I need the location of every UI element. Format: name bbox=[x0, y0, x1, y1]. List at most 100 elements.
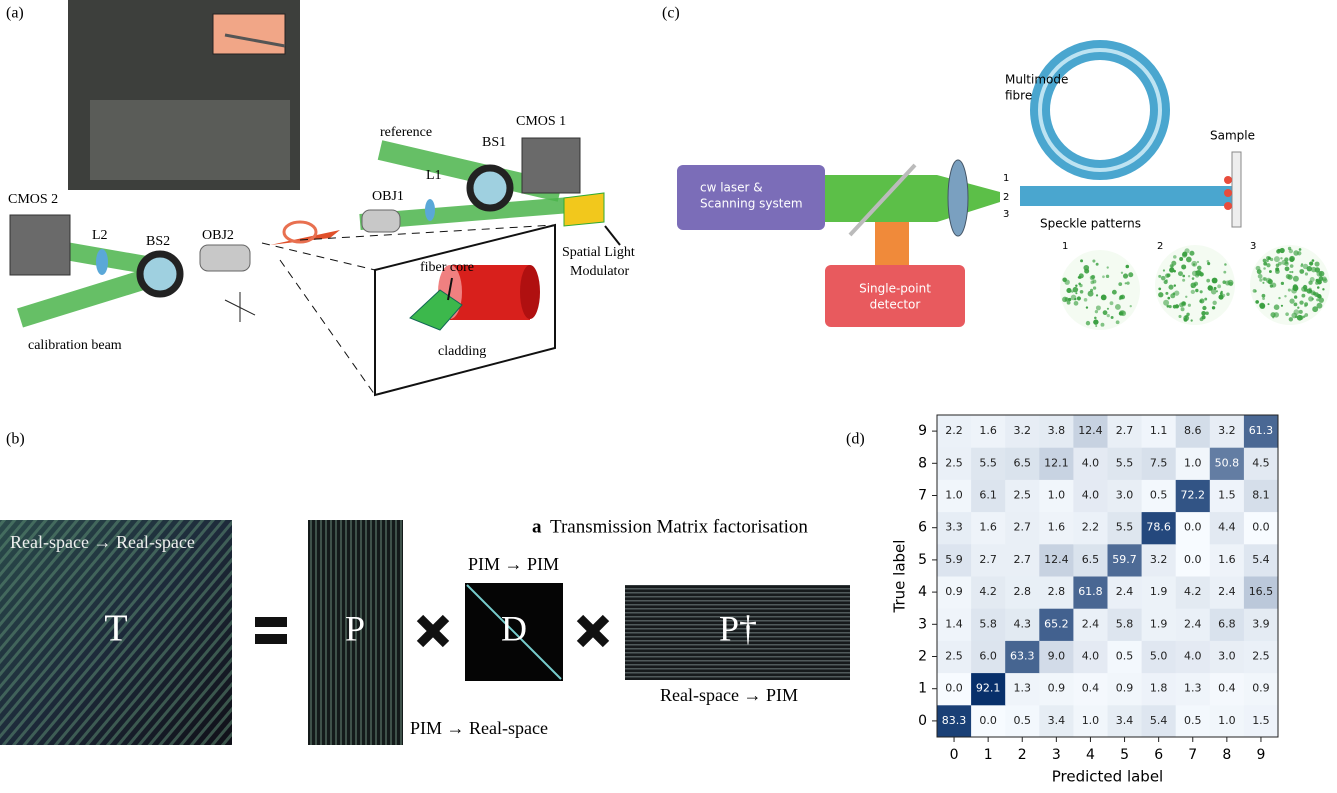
cell-label: 2.7 bbox=[1116, 424, 1134, 437]
speckle bbox=[1315, 262, 1320, 267]
speckle bbox=[1217, 284, 1221, 288]
photo-inset bbox=[213, 14, 285, 54]
cell-label: 4.4 bbox=[1218, 521, 1236, 534]
speckle bbox=[1086, 321, 1090, 325]
speckle bbox=[1095, 310, 1098, 313]
cell-label: 4.0 bbox=[1184, 650, 1202, 663]
speckle bbox=[1106, 275, 1109, 278]
speckle bbox=[1278, 262, 1282, 266]
speckle bbox=[1310, 277, 1315, 282]
speckle bbox=[1170, 264, 1174, 268]
cell-label: 1.0 bbox=[1048, 489, 1066, 502]
cell-label: 3.2 bbox=[1014, 424, 1032, 437]
speckle bbox=[1260, 303, 1266, 309]
speckle bbox=[1107, 314, 1110, 317]
port: 3 bbox=[1003, 209, 1009, 220]
speckle bbox=[1121, 272, 1123, 274]
cell-label: 5.5 bbox=[1116, 521, 1134, 534]
speckle bbox=[1316, 298, 1319, 301]
speckle-label: Speckle patterns bbox=[1040, 217, 1141, 231]
speckle bbox=[1297, 315, 1303, 321]
heading-letter: a bbox=[532, 516, 542, 537]
cell-label: 0.0 bbox=[1184, 553, 1202, 566]
sample-label: Sample bbox=[1210, 129, 1255, 143]
speckle bbox=[1269, 270, 1272, 273]
speckle bbox=[1288, 247, 1291, 250]
cell-label: 1.0 bbox=[945, 489, 963, 502]
speckle bbox=[1223, 271, 1226, 274]
speckle bbox=[1270, 258, 1273, 261]
label: fiber core bbox=[420, 260, 474, 275]
speckle bbox=[1107, 308, 1109, 310]
cell-label: 0.0 bbox=[1252, 521, 1270, 534]
cell-label: 8.1 bbox=[1252, 489, 1270, 502]
speckle bbox=[1197, 261, 1199, 263]
cell-label: 2.4 bbox=[1218, 585, 1236, 598]
speckle bbox=[1168, 285, 1173, 290]
speckle bbox=[1221, 291, 1223, 293]
speckle bbox=[1267, 303, 1269, 305]
speckle-id: 3 bbox=[1250, 241, 1256, 252]
speckle bbox=[1289, 271, 1291, 273]
speckle bbox=[1284, 257, 1288, 261]
x-tick-label: 9 bbox=[1256, 747, 1265, 763]
beam bbox=[825, 175, 937, 222]
speckle bbox=[1158, 292, 1163, 297]
detector-label: detector bbox=[870, 298, 921, 312]
cell-label: 2.5 bbox=[945, 456, 963, 469]
speckle bbox=[1115, 304, 1121, 310]
cell-label: 1.9 bbox=[1150, 585, 1168, 598]
cell-label: 2.4 bbox=[1184, 617, 1202, 630]
speckle bbox=[1191, 319, 1193, 321]
speckle bbox=[1206, 279, 1210, 283]
speckle bbox=[1285, 266, 1290, 271]
panel-tag: (b) bbox=[6, 431, 25, 448]
speckle bbox=[1199, 299, 1204, 304]
port: 2 bbox=[1003, 192, 1009, 203]
speckle bbox=[1096, 263, 1099, 266]
speckle bbox=[1126, 281, 1129, 284]
speckle bbox=[1316, 279, 1319, 282]
speckle bbox=[1062, 277, 1067, 282]
cell-label: 2.5 bbox=[1252, 650, 1270, 663]
x-tick-label: 8 bbox=[1222, 747, 1231, 763]
speckle bbox=[1075, 285, 1077, 287]
speckle bbox=[1163, 300, 1169, 306]
speckle bbox=[1258, 274, 1263, 279]
beam-splitter bbox=[140, 254, 180, 294]
y-tick-label: 3 bbox=[918, 616, 927, 632]
speckle bbox=[1205, 311, 1208, 314]
panel-a: (a) reference BS1 CMOS 1 OBJ1 L1 CMOS 2 … bbox=[6, 0, 635, 395]
panel-tag: (d) bbox=[846, 431, 865, 448]
photo-detail bbox=[90, 100, 290, 180]
y-tick-label: 9 bbox=[918, 423, 927, 439]
speckle bbox=[1201, 315, 1205, 319]
cladding-end bbox=[520, 265, 540, 319]
cell-label: 1.6 bbox=[979, 521, 997, 534]
speckle bbox=[1174, 284, 1176, 286]
cell-label: 4.0 bbox=[1082, 650, 1100, 663]
figure: (a) reference BS1 CMOS 1 OBJ1 L1 CMOS 2 … bbox=[0, 0, 1337, 793]
speckle bbox=[1207, 260, 1210, 263]
cell-label: 0.4 bbox=[1082, 682, 1100, 695]
speckle bbox=[1116, 320, 1120, 324]
lens bbox=[948, 160, 968, 236]
cell-label: 2.7 bbox=[1014, 521, 1032, 534]
speckle bbox=[1119, 311, 1123, 315]
cell-label: 0.0 bbox=[979, 714, 997, 727]
fibre-highlight bbox=[1040, 50, 1160, 170]
cell-label: 78.6 bbox=[1146, 521, 1171, 534]
beam-splitter bbox=[470, 168, 510, 208]
cell-label: 2.7 bbox=[979, 553, 997, 566]
speckle bbox=[1066, 288, 1071, 293]
speckle bbox=[1088, 291, 1094, 297]
cell-label: 3.9 bbox=[1252, 617, 1270, 630]
cell-label: 2.7 bbox=[1014, 553, 1032, 566]
speckle bbox=[1173, 292, 1176, 295]
speckle bbox=[1118, 282, 1122, 286]
cell-label: 5.4 bbox=[1252, 553, 1270, 566]
speckle bbox=[1093, 319, 1098, 324]
speckle bbox=[1262, 294, 1266, 298]
laser-label: Scanning system bbox=[700, 197, 803, 211]
speckle bbox=[1294, 309, 1300, 315]
